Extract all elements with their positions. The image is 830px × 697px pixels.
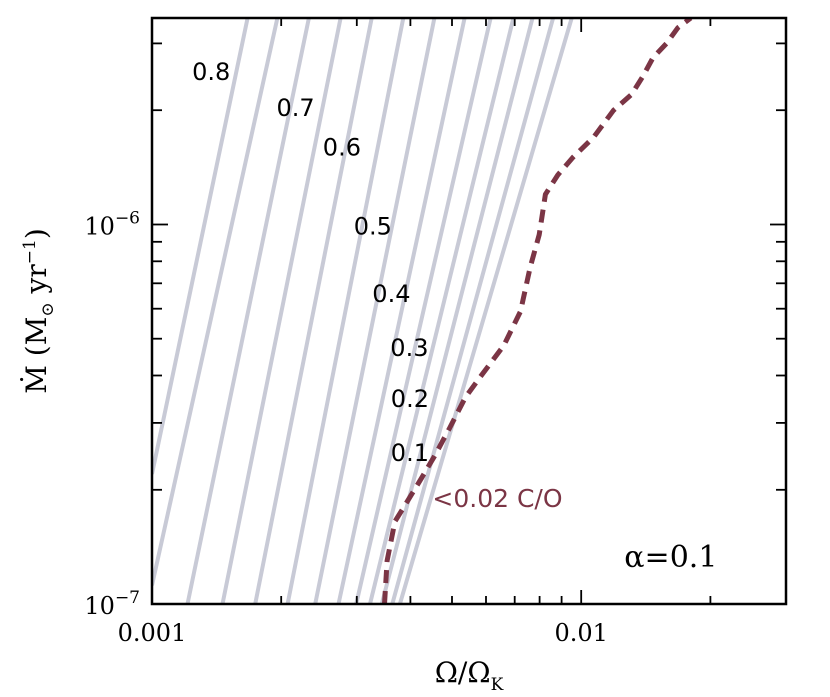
plot-frame — [150, 16, 788, 606]
y-axis-title: Ṁ (M⊙ yr−1) — [20, 228, 58, 394]
contour-line-11 — [379, 18, 535, 604]
contour-label-0.3: 0.3 — [390, 334, 428, 362]
y-tick-label-base: 10 — [84, 213, 115, 241]
annotations: <0.02 C/O α=0.1 — [432, 484, 717, 575]
contour-label-0.7: 0.7 — [277, 94, 315, 122]
y-axis-title-sub: ⊙ — [38, 302, 58, 316]
alpha-annotation: α=0.1 — [624, 540, 717, 575]
axes — [151, 18, 787, 605]
y-axis-title-close: ) — [20, 228, 53, 239]
contour-label-0.2: 0.2 — [391, 385, 429, 413]
contour-line-8 — [336, 18, 467, 604]
y-axis-title-tail: yr — [20, 264, 53, 303]
contour-line-13 — [397, 18, 574, 604]
contour-line-5 — [253, 18, 374, 604]
contour-line-6 — [285, 18, 406, 604]
y-tick-label-base: 10 — [84, 592, 115, 620]
y-axis-title-sup: −1 — [20, 239, 40, 264]
boundary-line — [382, 18, 693, 604]
contour-line-4 — [220, 18, 343, 604]
x-axis-title-sub: K — [491, 675, 504, 695]
contour-line-3 — [185, 18, 311, 604]
y-tick-label: 10−7 — [84, 588, 140, 620]
x-axis-title-main: Ω/Ω — [435, 656, 491, 689]
y-tick-label: 10−6 — [84, 209, 140, 241]
contour-label-0.5: 0.5 — [354, 213, 392, 241]
contour-label-0.6: 0.6 — [323, 134, 361, 162]
contour-line-9 — [354, 18, 493, 604]
x-axis-title: Ω/ΩK — [435, 656, 504, 695]
contour-lines — [152, 18, 574, 604]
contour-line-12 — [390, 18, 556, 604]
contour-line-1 — [152, 18, 250, 475]
contour-line-2 — [152, 18, 280, 586]
boundary-series — [382, 18, 693, 604]
contour-label-0.4: 0.4 — [372, 280, 410, 308]
x-tick-label: 0.001 — [118, 619, 187, 647]
boundary-annotation: <0.02 C/O — [432, 484, 562, 513]
contour-label-0.8: 0.8 — [192, 58, 230, 86]
contour-line-7 — [313, 18, 437, 604]
x-tick-label: 0.01 — [554, 619, 607, 647]
contour-line-10 — [368, 18, 516, 604]
contour-label-0.1: 0.1 — [391, 439, 429, 467]
contour-labels: 0.8 0.7 0.6 0.5 0.4 0.3 0.2 0.1 — [192, 58, 429, 467]
y-axis-title-main: Ṁ (M — [20, 317, 53, 394]
y-tick-label-exponent: −6 — [115, 209, 140, 229]
y-tick-label-exponent: −7 — [115, 588, 140, 608]
